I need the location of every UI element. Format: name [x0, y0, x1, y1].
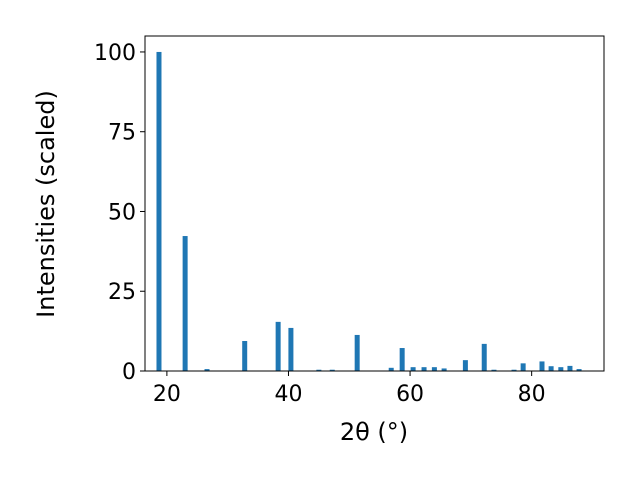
- bar: [156, 51, 162, 371]
- bar: [481, 343, 487, 371]
- y-tick-label: 25: [108, 280, 136, 305]
- y-tick-label: 50: [108, 200, 136, 225]
- bar: [567, 365, 573, 371]
- bar: [441, 368, 447, 371]
- bar: [539, 361, 545, 371]
- x-tick-label: 40: [274, 382, 302, 407]
- y-axis-label: Intensities (scaled): [32, 90, 60, 318]
- bar: [329, 369, 335, 371]
- bar: [576, 369, 582, 371]
- bar: [491, 369, 497, 371]
- x-tick-label: 20: [153, 382, 181, 407]
- bar: [410, 367, 416, 371]
- bar: [275, 321, 281, 371]
- bar: [558, 367, 564, 371]
- bar: [204, 369, 210, 371]
- bar: [421, 367, 427, 371]
- x-tick-label: 60: [396, 382, 424, 407]
- y-tick-label: 75: [108, 121, 136, 146]
- bar: [316, 369, 322, 371]
- bar: [388, 367, 394, 371]
- y-tick-label: 100: [94, 41, 136, 66]
- bar: [399, 348, 405, 371]
- x-axis-label: 2θ (°): [340, 418, 408, 446]
- bar: [354, 334, 360, 371]
- x-tick-label: 80: [518, 382, 546, 407]
- plot-frame: [144, 35, 605, 372]
- bar: [548, 366, 554, 371]
- bar: [431, 367, 437, 371]
- bar: [520, 363, 526, 371]
- bar: [242, 341, 248, 371]
- y-tick-label: 0: [122, 360, 136, 385]
- bar: [182, 236, 188, 371]
- bar: [511, 369, 517, 371]
- bar: [288, 327, 294, 371]
- bar: [462, 360, 468, 371]
